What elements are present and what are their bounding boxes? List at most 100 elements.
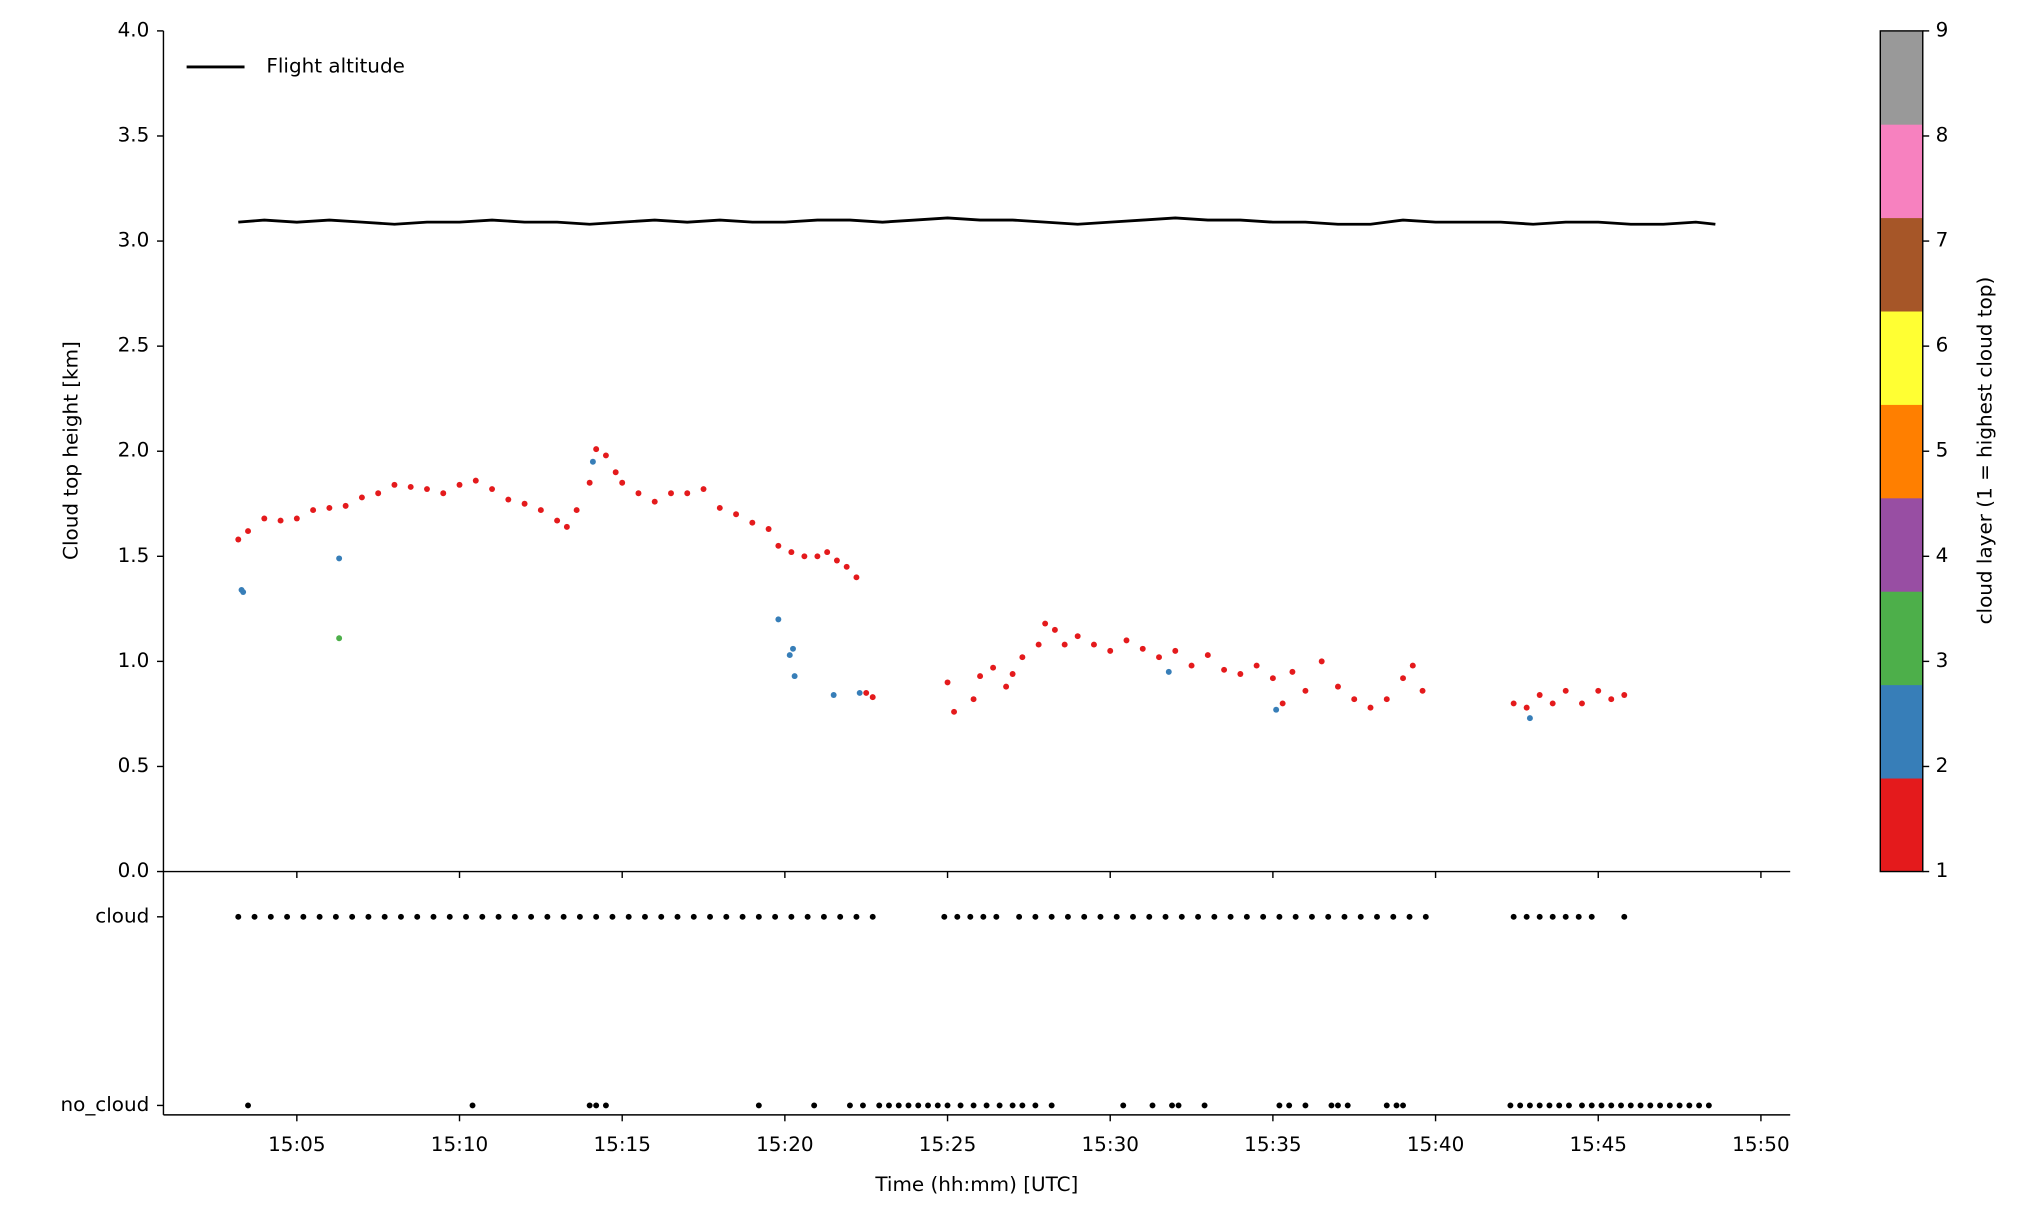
cloud-top-point [749, 519, 756, 526]
x-tick-label: 15:25 [919, 1132, 976, 1156]
cloud-flag-point [316, 913, 323, 920]
cloud-flag-point [1526, 1102, 1533, 1109]
cloud-flag-point [772, 913, 779, 920]
cloud-top-point [1302, 687, 1309, 694]
cloud-flag-point [869, 913, 876, 920]
cloud-top-point [1221, 666, 1228, 673]
cloud-flag-point [1374, 913, 1380, 920]
cloud-top-point [1351, 696, 1358, 703]
cloud-flag-point [1647, 1102, 1654, 1109]
cloud-flag-point [1357, 913, 1364, 920]
cloud-flag-point [1120, 1102, 1127, 1109]
cloud-flag-point [267, 913, 274, 920]
cloud-flag-point [1286, 1102, 1293, 1109]
cloud-top-point [1579, 700, 1585, 707]
cloud-top-point [326, 505, 333, 511]
cloud-flag-point [1097, 913, 1104, 920]
cloud-top-point [1139, 645, 1146, 652]
cloud-flag-point [1243, 913, 1250, 920]
cloud-top-point [235, 536, 242, 543]
cloud-flag-point [1657, 1102, 1664, 1109]
cloud-top-point [537, 507, 544, 514]
cloud-flag-point [859, 1102, 866, 1109]
cloud-top-point [277, 517, 284, 524]
y-axis-label: Cloud top height [km] [59, 341, 83, 560]
cloud-flag-point [469, 1102, 476, 1109]
cloud-flag-point [970, 1102, 977, 1109]
cloud-flag-point [1556, 1102, 1563, 1109]
cloud-top-point [775, 616, 782, 623]
cloud-flag-point [980, 913, 987, 920]
cloud-top-point [951, 708, 958, 715]
cloud-top-point [1051, 626, 1058, 633]
cloud-top-point [651, 498, 658, 505]
cloud-flag-point [1536, 1102, 1543, 1109]
cloud-flag-point [1598, 1102, 1605, 1109]
cloud-flag-point [846, 1102, 853, 1109]
cloud-flag-point [820, 913, 827, 920]
cloud-flag-point [397, 913, 404, 920]
cloud-flag-point [1510, 913, 1517, 920]
x-tick-label: 15:05 [268, 1132, 325, 1156]
cloud-flag-point [1328, 1102, 1335, 1109]
cloud-flag-point [1618, 1102, 1624, 1109]
cloud-flag-point [430, 913, 437, 920]
cloud-top-point [1204, 652, 1211, 659]
cloud-top-point [505, 496, 512, 503]
colorbar-band [1880, 404, 1923, 499]
cloud-flag-point [1308, 913, 1315, 920]
cloud-flag-point [593, 913, 600, 920]
y-tick-label: 3.5 [118, 122, 150, 146]
cloud-top-point [1523, 704, 1530, 711]
cloud-flag-point [934, 1102, 941, 1109]
cloud-flag-point [625, 913, 632, 920]
cloud-flag-point [925, 1102, 931, 1109]
cloud-top-point [1536, 692, 1543, 698]
cloud-top-point [1237, 671, 1244, 677]
cloud-top-point [856, 689, 863, 696]
cloud-top-point [1009, 671, 1016, 677]
y-tick-label: 2.0 [118, 438, 150, 462]
colorbar-band [1880, 30, 1923, 125]
colorbar-tick-label: 1 [1936, 858, 1949, 882]
colorbar-band [1880, 124, 1923, 219]
y-tick-label: 1.5 [118, 543, 150, 567]
x-tick-label: 15:30 [1081, 1132, 1138, 1156]
cloud-flag-point [1048, 1102, 1055, 1109]
x-tick-label: 15:50 [1732, 1132, 1789, 1156]
cloud-flag-point [1149, 1102, 1156, 1109]
cloud-top-point [790, 645, 796, 652]
cloud-top-point [1090, 641, 1097, 648]
cloud-top-point [521, 500, 528, 507]
cloud-flag-point [300, 913, 307, 920]
cloud-flag-point [381, 913, 388, 920]
y-tick-label: cloud [95, 903, 149, 927]
cloud-top-point [489, 486, 496, 493]
cloud-top-point [554, 517, 561, 524]
cloud-top-point [1042, 620, 1049, 627]
cloud-top-point [1074, 633, 1081, 640]
cloud-top-point [336, 555, 343, 562]
colorbar-band [1880, 497, 1923, 592]
cloud-flag-point [586, 1102, 593, 1109]
cloud-top-point [1279, 700, 1286, 707]
cloud-flag-point [1390, 913, 1397, 920]
cloud-flag-point [1260, 913, 1267, 920]
cloud-top-point [1019, 654, 1026, 661]
colorbar-tick-label: 9 [1936, 17, 1949, 41]
cloud-top-point [358, 494, 365, 501]
cloud-top-point [1383, 696, 1390, 703]
cloud-top-point [635, 490, 642, 497]
cloud-top-point [1035, 641, 1042, 648]
cloud-top-point [775, 542, 782, 549]
cloud-flag-point [788, 913, 795, 920]
cloud-top-point [1188, 662, 1195, 669]
cloud-flag-point [690, 913, 697, 920]
cloud-top-point [586, 479, 593, 486]
cloud-flag-point [674, 913, 681, 920]
cloud-flag-point [560, 913, 567, 920]
cloud-flag-point [993, 913, 1000, 920]
cloud-flag-point [1344, 1102, 1351, 1109]
cloud-flag-point [1705, 1102, 1712, 1109]
cloud-flag-point [723, 913, 730, 920]
